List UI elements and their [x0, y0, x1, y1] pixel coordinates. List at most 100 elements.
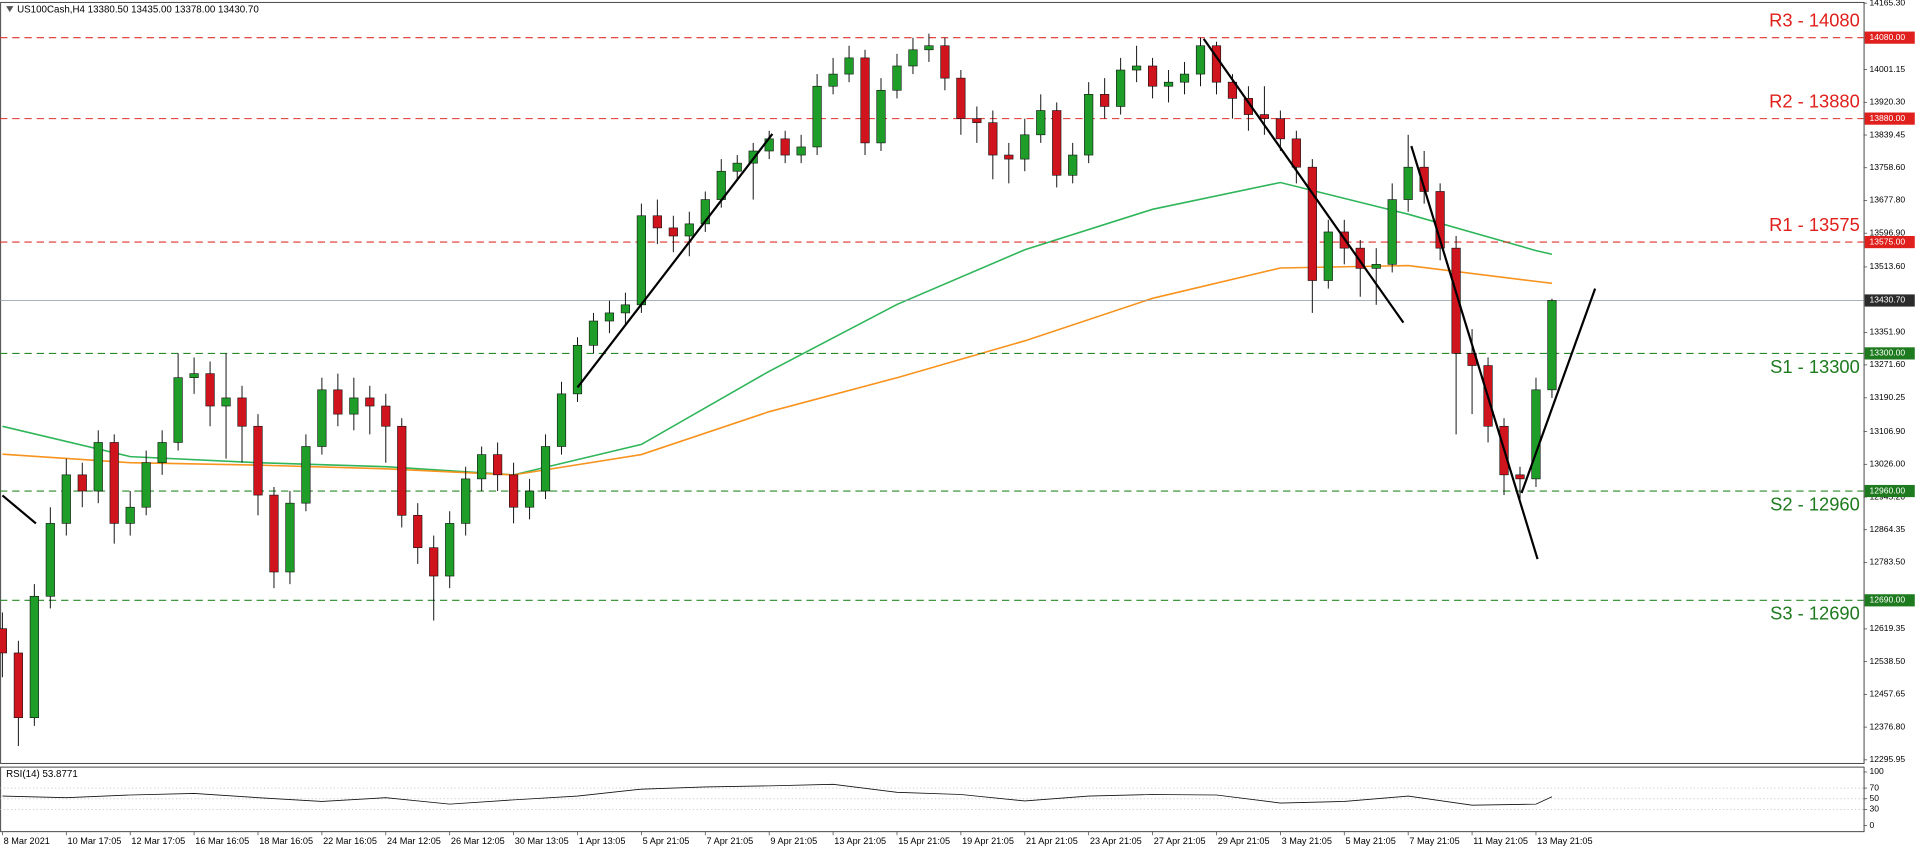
candle-body — [29, 595, 39, 719]
level-price-label: 14080.00 — [1870, 32, 1906, 42]
y-tick-label: 13839.45 — [1870, 129, 1906, 139]
candle-body — [892, 65, 902, 91]
trend-line — [1202, 38, 1405, 324]
candle-body — [237, 397, 247, 427]
trend-line — [1520, 288, 1597, 494]
candle-body — [1227, 81, 1238, 99]
x-tick-label: 27 Apr 21:05 — [1154, 836, 1206, 846]
candle-body — [636, 215, 646, 306]
level-price-box — [1864, 484, 1915, 498]
y-tick-label: 14165.30 — [1870, 0, 1906, 7]
x-tick-label: 13 May 21:05 — [1537, 836, 1592, 846]
x-tick-label: 8 Mar 2021 — [4, 836, 50, 846]
candle-body — [253, 425, 263, 496]
rsi-tick-label: 50 — [1870, 793, 1880, 803]
candle-body — [397, 425, 407, 516]
y-tick-label: 12538.50 — [1870, 656, 1906, 666]
x-tick-label: 12 Mar 17:05 — [131, 836, 185, 846]
y-tick-label: 13920.30 — [1870, 97, 1906, 107]
x-tick-label: 24 Mar 12:05 — [387, 836, 441, 846]
rsi-line — [2, 783, 1553, 806]
x-tick-label: 3 May 21:05 — [1282, 836, 1332, 846]
candle-body — [604, 312, 615, 322]
candle-body — [445, 523, 455, 577]
y-tick-label: 13758.60 — [1870, 162, 1906, 172]
candle-body — [493, 454, 503, 476]
x-tick-label: 9 Apr 21:05 — [770, 836, 817, 846]
candle-body — [1116, 69, 1126, 107]
candle-body — [748, 150, 758, 164]
candle-body — [1275, 118, 1285, 140]
candle-body — [1036, 110, 1046, 136]
x-tick-label: 13 Apr 21:05 — [834, 836, 886, 846]
level-price-label: 13575.00 — [1870, 236, 1906, 246]
moving-average — [2, 264, 1553, 476]
x-tick-label: 5 Apr 21:05 — [643, 836, 690, 846]
candle-body — [572, 344, 583, 395]
x-tick-label: 19 Apr 21:05 — [962, 836, 1014, 846]
candle-body — [972, 118, 982, 123]
candle-body — [365, 397, 375, 407]
main-panel — [0, 1, 1865, 764]
level-price-label: 12690.00 — [1870, 595, 1906, 605]
candle-body — [652, 215, 662, 229]
rsi-tick-label: 0 — [1870, 820, 1875, 830]
candle-body — [221, 397, 231, 407]
y-tick-label: 13677.80 — [1870, 195, 1906, 205]
candle-body — [285, 502, 295, 573]
level-price-label: 13880.00 — [1870, 113, 1906, 123]
candle-body — [1515, 474, 1525, 480]
y-tick-label: 13596.90 — [1870, 227, 1906, 237]
trend-line — [576, 133, 774, 389]
candle-body — [93, 442, 103, 492]
candle-body — [1163, 81, 1174, 87]
candle-body — [13, 652, 23, 719]
candle-body — [1291, 138, 1301, 168]
candle-body — [125, 506, 135, 524]
rsi-title: RSI(14) 53.8771 — [6, 769, 78, 780]
level-price-label: 12960.00 — [1870, 485, 1906, 495]
candle-body — [157, 442, 167, 463]
candle-body — [45, 523, 55, 597]
candle-body — [1547, 300, 1557, 391]
last-price-label: 13430.70 — [1870, 295, 1906, 305]
candle-body — [333, 389, 343, 415]
candle-body — [1387, 199, 1397, 265]
candle-body — [540, 446, 551, 492]
candle-body — [301, 446, 311, 504]
level-price-box — [1864, 594, 1915, 607]
candle-body — [1451, 247, 1461, 354]
candle-body — [1179, 73, 1190, 83]
x-tick-label: 10 Mar 17:05 — [68, 836, 122, 846]
x-tick-label: 30 Mar 13:05 — [515, 836, 569, 846]
candle-body — [940, 45, 950, 79]
rsi-tick-label: 100 — [1870, 766, 1884, 776]
candle-body — [860, 57, 870, 144]
candle-body — [109, 442, 119, 524]
candle-body — [700, 199, 710, 225]
level-price-label: 13300.00 — [1870, 348, 1906, 358]
candle-body — [780, 138, 790, 156]
candle-body — [588, 320, 599, 346]
candle-body — [205, 373, 215, 407]
trend-line — [1, 494, 37, 525]
rsi-tick-label: 70 — [1870, 782, 1880, 792]
x-tick-label: 15 Apr 21:05 — [898, 836, 950, 846]
candle-body — [269, 494, 279, 573]
rsi-panel — [0, 766, 1865, 833]
candle-body — [1100, 94, 1110, 107]
candle-body — [1307, 166, 1317, 281]
candle-body — [1531, 389, 1541, 480]
candle-body — [1147, 65, 1158, 87]
x-tick-label: 26 Mar 12:05 — [451, 836, 505, 846]
level-price-box — [1864, 31, 1915, 44]
candle-body — [1323, 231, 1333, 281]
candle-body — [1020, 134, 1030, 160]
x-tick-label: 18 Mar 16:05 — [259, 836, 313, 846]
candle-body — [668, 227, 678, 237]
trend-line — [1410, 145, 1539, 560]
level-price-box — [1864, 347, 1915, 360]
candle-body — [1371, 264, 1381, 269]
candle-body — [684, 223, 694, 237]
